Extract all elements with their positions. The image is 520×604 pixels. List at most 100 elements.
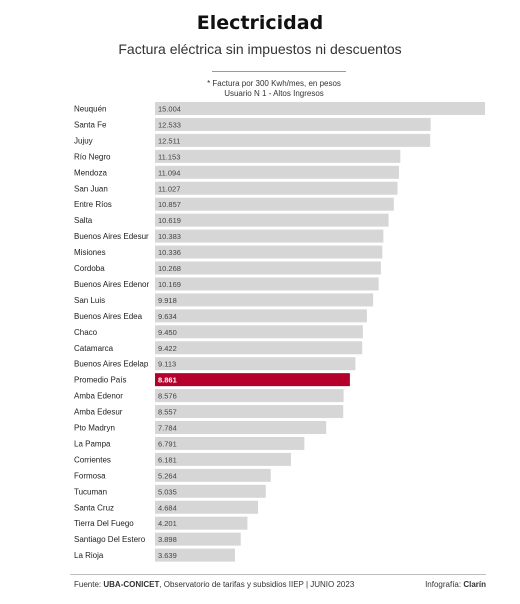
category-label: Santiago Del Estero	[74, 535, 146, 544]
bar	[155, 277, 379, 291]
category-label: La Pampa	[74, 439, 111, 448]
value-label: 9.634	[158, 312, 177, 321]
chart-note-line-1: * Factura por 300 Kwh/mes, en pesos	[207, 79, 341, 88]
footer-source-org: UBA-CONICET	[103, 580, 160, 589]
footer-credit-brand: Clarín	[463, 580, 486, 589]
bar	[155, 548, 236, 562]
value-label: 5.035	[158, 487, 177, 496]
bar	[155, 325, 363, 339]
bar	[155, 149, 401, 163]
bar	[155, 500, 259, 514]
bar	[155, 165, 400, 179]
category-label: Amba Edenor	[74, 392, 123, 401]
bar	[155, 213, 389, 227]
category-label: Buenos Aires Edea	[74, 312, 143, 321]
value-label: 11.027	[158, 184, 180, 193]
footer-source-prefix: Fuente:	[74, 580, 104, 589]
bar	[155, 117, 431, 131]
bar	[155, 484, 266, 498]
category-label: Río Negro	[74, 152, 111, 161]
value-label: 9.113	[158, 360, 176, 369]
category-label: Catamarca	[74, 344, 114, 353]
category-label: Santa Fe	[74, 120, 107, 129]
value-label: 9.422	[158, 344, 177, 353]
category-label: Salta	[74, 216, 93, 225]
bar	[155, 309, 367, 323]
value-label: 10.857	[158, 200, 181, 209]
footer-source-detail: , Observatorio de tarifas y subsidios II…	[159, 580, 355, 589]
category-label: Chaco	[74, 328, 98, 337]
bar	[155, 436, 305, 450]
bar	[155, 389, 344, 403]
chart-note: * Factura por 300 Kwh/mes, en pesos Usua…	[154, 79, 394, 99]
header-divider	[212, 71, 346, 72]
category-label: La Rioja	[74, 551, 104, 560]
bar	[155, 102, 485, 115]
bar	[155, 245, 383, 259]
footer-source: Fuente: UBA-CONICET, Observatorio de tar…	[74, 580, 354, 589]
value-label: 9.918	[158, 296, 177, 305]
category-label: Corrientes	[74, 455, 111, 464]
value-label: 12.533	[158, 120, 181, 129]
bar	[155, 197, 394, 211]
value-label: 15.004	[158, 105, 181, 114]
category-label: Promedio País	[74, 376, 126, 385]
chart-note-line-2: Usuario N 1 - Altos Ingresos	[224, 89, 324, 98]
category-label: Tucuman	[74, 487, 107, 496]
bar	[155, 229, 384, 243]
value-label: 8.861	[158, 376, 177, 385]
category-label: Buenos Aires Edelap	[74, 360, 149, 369]
bar	[155, 468, 271, 482]
highlight-bar	[155, 373, 350, 387]
footer-credit-prefix: Infografía:	[425, 580, 464, 589]
footer-divider	[70, 574, 486, 575]
bar	[155, 452, 291, 466]
value-label: 10.336	[158, 248, 181, 257]
bar	[155, 261, 381, 275]
category-label: Jujuy	[74, 136, 93, 145]
value-label: 3.639	[158, 551, 177, 560]
bar	[155, 341, 363, 355]
value-label: 6.791	[158, 439, 177, 448]
bar	[155, 181, 398, 195]
footer-credit: Infografía: Clarín	[425, 580, 486, 589]
value-label: 4.201	[158, 519, 177, 528]
value-label: 10.268	[158, 264, 181, 273]
bar	[155, 532, 241, 546]
chart-title: Electricidad	[196, 12, 324, 34]
value-label: 7.784	[158, 424, 177, 433]
bar	[155, 516, 248, 530]
category-label: Amba Edesur	[74, 408, 123, 417]
value-label: 5.264	[158, 471, 177, 480]
value-label: 11.094	[158, 168, 180, 177]
category-label: Tierra Del Fuego	[74, 519, 134, 528]
value-label: 10.383	[158, 232, 181, 241]
category-label: Buenos Aires Edesur	[74, 232, 149, 241]
value-label: 10.169	[158, 280, 181, 289]
category-label: San Juan	[74, 184, 108, 193]
category-label: Santa Cruz	[74, 503, 114, 512]
value-label: 11.153	[158, 152, 180, 161]
value-label: 3.898	[158, 535, 177, 544]
bar	[155, 405, 344, 419]
category-label: Entre Ríos	[74, 200, 112, 209]
bar	[155, 421, 327, 434]
value-label: 8.576	[158, 392, 177, 401]
value-label: 6.181	[158, 455, 177, 464]
category-label: Cordoba	[74, 264, 105, 273]
value-label: 12.511	[158, 136, 180, 145]
category-label: Neuquén	[74, 105, 106, 114]
bar	[155, 133, 431, 147]
value-label: 10.619	[158, 216, 181, 225]
category-label: Misiones	[74, 248, 106, 257]
value-label: 8.557	[158, 408, 177, 417]
category-label: Buenos Aires Edenor	[74, 280, 149, 289]
value-label: 4.684	[158, 503, 177, 512]
chart-subtitle: Factura eléctrica sin impuestos ni descu…	[118, 41, 402, 57]
value-label: 9.450	[158, 328, 177, 337]
bar	[155, 357, 356, 371]
category-label: San Luis	[74, 296, 105, 305]
category-label: Pto Madryn	[74, 424, 115, 433]
category-label: Mendoza	[74, 168, 107, 177]
